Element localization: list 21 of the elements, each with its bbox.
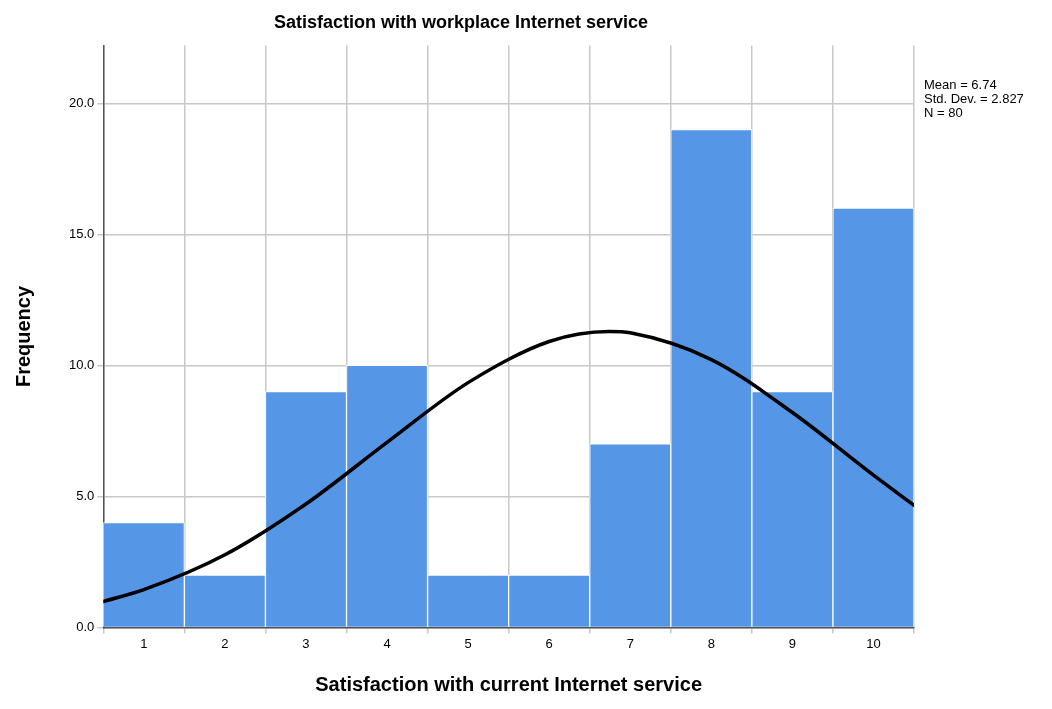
y-tick-label: 15.0 bbox=[68, 225, 95, 241]
x-tick-label: 3 bbox=[302, 635, 310, 651]
x-tick-label: 1 bbox=[140, 635, 148, 651]
x-tick-label: 2 bbox=[221, 635, 229, 651]
chart-title: Satisfaction with workplace Internet service bbox=[273, 11, 649, 32]
text: Std. Dev. = 2.827 bbox=[924, 90, 1024, 106]
y-tick-label: 20.0 bbox=[68, 94, 95, 110]
x-tick-label: 7 bbox=[626, 635, 634, 651]
y-axis-title: Frequency bbox=[11, 285, 34, 388]
text: Mean = 6.74 bbox=[924, 76, 997, 92]
x-tick-label: 9 bbox=[788, 635, 797, 651]
y-tick-label: 10.0 bbox=[68, 356, 95, 372]
text: N = 80 bbox=[924, 104, 963, 120]
x-tick-label: 10 bbox=[866, 635, 881, 651]
x-tick-label: 5 bbox=[464, 635, 472, 651]
x-tick-label: 8 bbox=[707, 635, 715, 651]
x-tick-label: 4 bbox=[383, 635, 391, 651]
y-tick-label: 5.0 bbox=[76, 487, 95, 503]
y-tick-label: 0.0 bbox=[76, 618, 95, 634]
x-axis-title: Satisfaction with current Internet service bbox=[315, 672, 703, 695]
x-tick-label: 6 bbox=[545, 635, 553, 651]
